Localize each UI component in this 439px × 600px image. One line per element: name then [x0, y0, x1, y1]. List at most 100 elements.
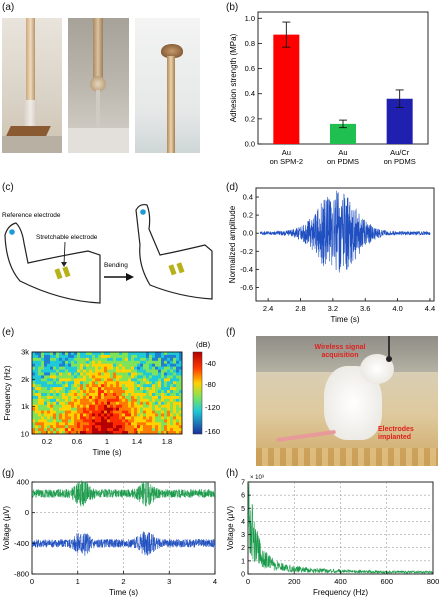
heatmap-cell: [38, 372, 42, 376]
heatmap-cell: [83, 381, 87, 385]
heatmap-cell: [92, 419, 96, 423]
heatmap-cell: [98, 369, 102, 373]
heatmap-cell: [140, 404, 144, 408]
heatmap-cell: [146, 407, 150, 411]
heatmap-cell: [53, 413, 57, 417]
heatmap-cell: [92, 393, 96, 397]
heatmap-cell: [62, 401, 66, 406]
heatmap-cell: [113, 357, 117, 362]
heatmap-cell: [119, 378, 123, 382]
heatmap-cell: [59, 384, 63, 388]
heatmap-cell: [95, 378, 99, 382]
heatmap-cell: [89, 366, 93, 370]
heatmap-cell: [101, 419, 105, 423]
heatmap-cell: [128, 419, 132, 423]
heatmap-cell: [62, 404, 66, 408]
heatmap-cell: [68, 375, 72, 379]
heatmap-cell: [86, 407, 90, 411]
heatmap-cell: [101, 363, 105, 367]
heatmap-cell: [68, 425, 72, 429]
heatmap-cell: [134, 425, 138, 429]
heatmap-cell: [167, 357, 171, 362]
heatmap-cell: [152, 428, 156, 432]
heatmap-cell: [71, 431, 75, 435]
heatmap-cell: [104, 387, 108, 391]
heatmap-cell: [143, 363, 147, 367]
x-tick-label: 0: [30, 577, 34, 586]
heatmap-cell: [137, 407, 141, 411]
heatmap-cell: [116, 413, 120, 417]
heatmap-cell: [41, 375, 45, 379]
heatmap-cell: [38, 352, 42, 356]
heatmap-cell: [95, 393, 99, 397]
heatmap-cell: [71, 369, 75, 373]
heatmap-cell: [104, 398, 108, 403]
heatmap-cell: [116, 431, 120, 435]
heatmap-cell: [134, 366, 138, 370]
heatmap-cell: [149, 398, 153, 403]
heatmap-cell: [92, 395, 96, 400]
heatmap-cell: [155, 381, 159, 385]
heatmap-cell: [128, 401, 132, 406]
heatmap-cell: [68, 401, 72, 406]
heatmap-cell: [113, 428, 117, 432]
heatmap-cell: [98, 378, 102, 382]
heatmap-cell: [104, 425, 108, 429]
heatmap-cell: [53, 410, 57, 414]
heatmap-cell: [92, 372, 96, 376]
heatmap-cell: [164, 428, 168, 432]
heatmap-cell: [164, 410, 168, 414]
heatmap-cell: [164, 404, 168, 408]
heatmap-cell: [143, 390, 147, 394]
heatmap-cell: [107, 425, 111, 429]
heatmap-cell: [56, 401, 60, 406]
heatmap-cell: [143, 416, 147, 420]
heatmap-cell: [50, 401, 54, 406]
heatmap-cell: [50, 354, 54, 359]
panel-label-e: (e): [2, 327, 15, 338]
heatmap-cell: [68, 413, 72, 417]
heatmap-cell: [179, 428, 183, 432]
heatmap-cell: [86, 390, 90, 394]
heatmap-cell: [107, 407, 111, 411]
heatmap-cell: [125, 372, 129, 376]
heatmap-cell: [74, 360, 78, 365]
heatmap-cell: [89, 419, 93, 423]
heatmap-cell: [113, 419, 117, 423]
heatmap-cell: [83, 404, 87, 408]
heatmap-cell: [173, 375, 177, 379]
y-tick-label: -0.6: [240, 283, 253, 292]
heatmap-cell: [146, 378, 150, 382]
heatmap-cell: [98, 431, 102, 435]
heatmap-cell: [95, 366, 99, 370]
heatmap-cell: [71, 410, 75, 414]
heatmap-cell: [128, 416, 132, 420]
heatmap-cell: [56, 404, 60, 408]
heatmap-cell: [119, 363, 123, 367]
heatmap-cell: [152, 404, 156, 408]
y-tick-label: -800: [14, 570, 29, 579]
heatmap-cell: [50, 395, 54, 400]
heatmap-cell: [113, 401, 117, 406]
heatmap-cell: [131, 410, 135, 414]
heatmap-cell: [152, 413, 156, 417]
heatmap-cell: [68, 395, 72, 400]
heatmap-cell: [176, 422, 180, 426]
heatmap-cell: [47, 360, 51, 365]
heatmap-cell: [50, 422, 54, 426]
heatmap-cell: [164, 398, 168, 403]
heatmap-cell: [131, 416, 135, 420]
heatmap-cell: [38, 422, 42, 426]
heatmap-cell: [56, 357, 60, 362]
heatmap-cell: [44, 407, 48, 411]
heatmap-cell: [65, 425, 69, 429]
heatmap-cell: [152, 422, 156, 426]
heatmap-cell: [167, 428, 171, 432]
heatmap-cell: [119, 428, 123, 432]
heatmap-cell: [179, 381, 183, 385]
heatmap-cell: [158, 381, 162, 385]
heatmap-cell: [164, 401, 168, 406]
heatmap-cell: [92, 363, 96, 367]
heatmap-cell: [152, 378, 156, 382]
heatmap-cell: [149, 416, 153, 420]
